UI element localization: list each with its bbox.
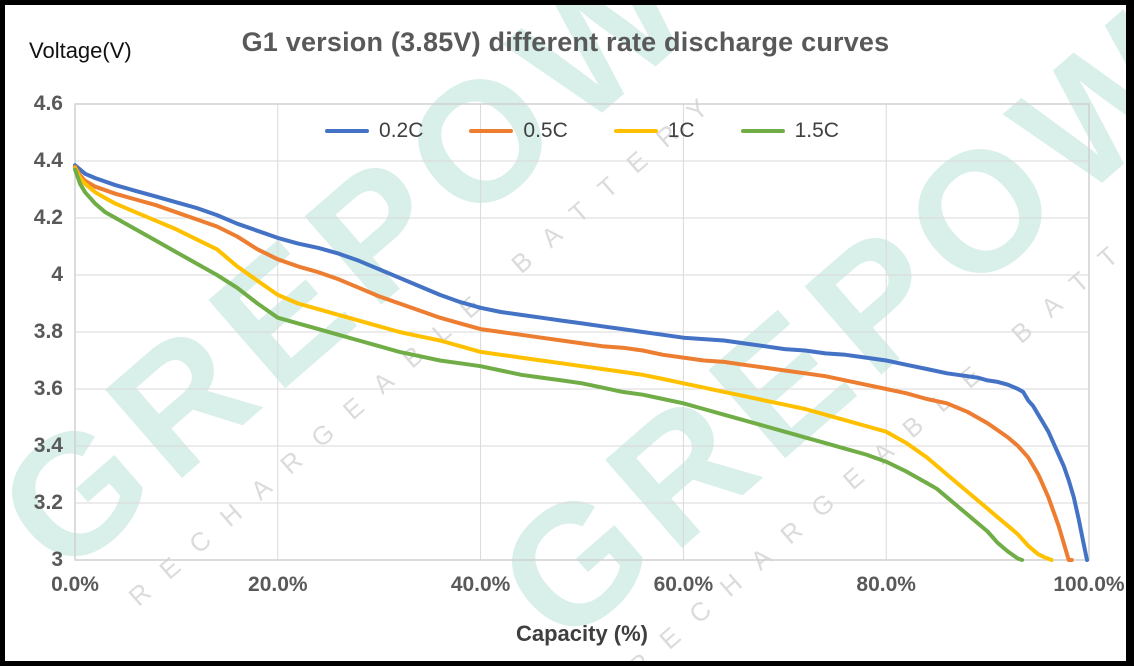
y-tick-label: 3.2 (33, 491, 63, 514)
x-tick-label: 0.0% (51, 573, 99, 596)
plot-border (74, 103, 1090, 561)
x-tick-label: 20.0% (248, 573, 308, 596)
legend-line-swatch (325, 129, 370, 133)
y-tick-label: 4.6 (33, 92, 63, 115)
y-tick-label: 4.2 (33, 206, 63, 229)
legend-line-swatch (740, 129, 785, 133)
legend-item-1.5C: 1.5C (740, 119, 839, 143)
x-tick-label: 80.0% (856, 573, 916, 596)
legend-item-0.2C: 0.2C (325, 119, 423, 143)
legend-item-1C: 1C (613, 119, 695, 143)
y-tick-label: 4.4 (33, 149, 63, 172)
x-tick-label: 100.0% (1053, 573, 1125, 596)
series-curve-0.5C (73, 164, 1074, 562)
legend-label: 1C (667, 119, 695, 142)
legend: 0.2C 0.5C 1C 1.5C (75, 119, 1089, 143)
y-tick-label: 3.8 (33, 320, 63, 343)
x-tick-label: 40.0% (450, 573, 511, 596)
legend-line-swatch (469, 129, 514, 133)
y-tick-label: 3 (51, 548, 63, 571)
y-tick-label: 4 (51, 263, 63, 286)
legend-item-0.5C: 0.5C (469, 119, 568, 143)
y-tick-label: 3.4 (33, 434, 63, 457)
y-axis-title: Voltage(V) (29, 38, 132, 63)
gridlines (74, 103, 1090, 561)
legend-label: 0.5C (523, 119, 568, 142)
legend-label: 1.5C (794, 119, 839, 142)
discharge-curves-plot (73, 103, 1090, 562)
x-axis-title: Capacity (%) (515, 621, 649, 646)
series-curve-1.5C (73, 167, 1025, 562)
series-curve-0.2C (73, 163, 1089, 562)
x-tick-label: 60.0% (653, 573, 714, 596)
legend-label: 0.2C (379, 119, 424, 142)
chart-title: G1 version (3.85V) different rate discha… (241, 27, 890, 57)
legend-line-swatch (613, 129, 658, 133)
y-tick-label: 3.6 (33, 377, 63, 400)
series-curve-1C (73, 166, 1054, 562)
